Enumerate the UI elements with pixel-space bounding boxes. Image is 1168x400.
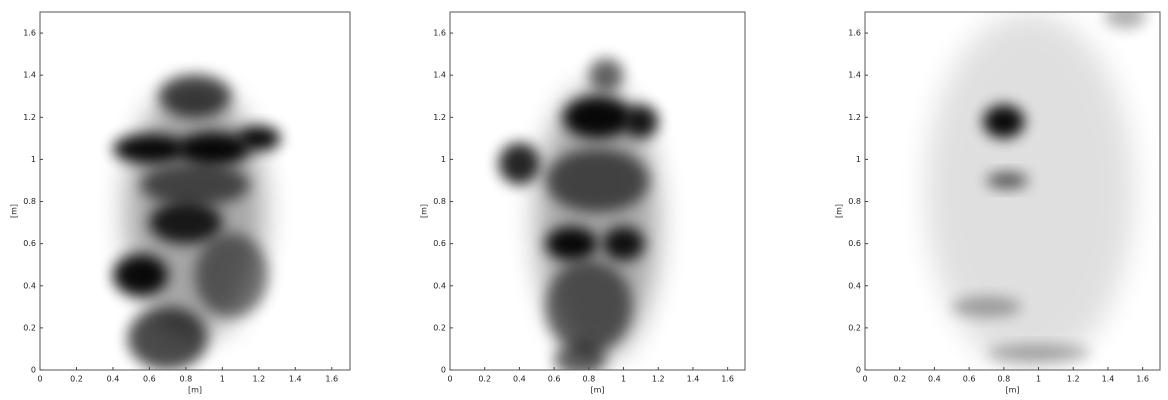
x-tick-label: 0.6: [963, 375, 976, 384]
y-tick-label: 1.2: [23, 113, 36, 122]
panel: 0 0.2 0.4 0.6 0.8 1 1.2 1.4 1.6 0 0.2 0.4 0.6 0.8 1 1.2…: [10, 0, 351, 394]
radar-image: [926, 4, 1146, 370]
y-tick-label: 1.2: [848, 113, 861, 122]
x-tick-label: 0: [37, 375, 42, 384]
y-tick-label: 0.8: [23, 197, 36, 206]
intensity-blob: [237, 126, 281, 151]
y-tick-label: 1.4: [23, 71, 36, 80]
intensity-blob: [128, 307, 208, 370]
y-axis-label: [m]: [835, 204, 844, 218]
panel: 0 0.2 0.4 0.6 0.8 1 1.2 1.4 1.6 0 0.2 0.4 0.6 0.8 1 1.2…: [835, 4, 1161, 395]
radar-image: [113, 0, 281, 370]
y-tick-label: 0.2: [23, 323, 36, 332]
y-tick-label: 0.6: [433, 239, 446, 248]
x-axis-label: [m]: [188, 386, 202, 395]
intensity-blob: [986, 345, 1090, 362]
y-axis-label: [m]: [10, 204, 19, 218]
intensity-blob: [624, 105, 659, 139]
x-tick-label: 0.8: [997, 375, 1010, 384]
y-tick-label: 1.6: [848, 29, 861, 38]
intensity-blob: [983, 105, 1025, 139]
intensity-blob: [159, 75, 232, 117]
x-tick-label: 0.4: [107, 375, 120, 384]
intensity-blob: [195, 233, 268, 317]
y-tick-label: 1: [856, 155, 861, 164]
y-axis-label: [m]: [420, 204, 429, 218]
intensity-blob: [113, 134, 186, 163]
y-tick-label: 1.2: [433, 113, 446, 122]
intensity-blob: [589, 58, 624, 92]
y-tick-label: 1: [441, 155, 446, 164]
intensity-blob: [986, 172, 1028, 189]
intensity-blob: [113, 254, 168, 296]
intensity-blob: [1104, 4, 1146, 29]
y-tick-label: 1.4: [433, 71, 446, 80]
x-tick-label: 1.4: [1102, 375, 1115, 384]
intensity-blob: [603, 227, 645, 261]
x-tick-label: 1.2: [252, 375, 265, 384]
intensity-blob: [140, 164, 249, 206]
radar-image: [499, 58, 659, 376]
intensity-blob: [952, 296, 1021, 317]
y-tick-label: 0.2: [433, 323, 446, 332]
x-tick-label: 0.2: [893, 375, 906, 384]
x-tick-label: 0.2: [478, 375, 491, 384]
x-tick-label: 0.4: [928, 375, 941, 384]
x-tick-label: 1.6: [721, 375, 734, 384]
x-tick-label: 0.8: [180, 375, 193, 384]
intensity-blob: [563, 96, 632, 138]
x-axis-label: [m]: [590, 386, 604, 395]
x-tick-label: 1.2: [1067, 375, 1080, 384]
x-tick-label: 1.6: [325, 375, 338, 384]
intensity-blob: [499, 143, 541, 185]
x-tick-label: 0.8: [582, 375, 595, 384]
y-tick-label: 0.8: [848, 197, 861, 206]
page: 0 0.2 0.4 0.6 0.8 1 1.2 1.4 1.6 0 0.2 0.4 0.6 0.8 1 1.2…: [0, 0, 1168, 400]
intensity-blob: [545, 260, 632, 353]
x-tick-label: 1.4: [687, 375, 700, 384]
y-tick-label: 0.8: [433, 197, 446, 206]
x-tick-label: 0: [447, 375, 452, 384]
x-tick-label: 0: [862, 375, 867, 384]
x-tick-label: 1: [621, 375, 626, 384]
y-tick-label: 0: [441, 366, 446, 375]
y-tick-label: 0.4: [23, 281, 36, 290]
x-tick-label: 1.2: [652, 375, 665, 384]
x-tick-label: 1.6: [1136, 375, 1149, 384]
x-tick-label: 0.6: [143, 375, 156, 384]
y-tick-label: 0.2: [848, 323, 861, 332]
y-tick-label: 0.4: [433, 281, 446, 290]
x-tick-label: 0.4: [513, 375, 526, 384]
y-tick-label: 0: [31, 366, 36, 375]
x-tick-label: 0.2: [70, 375, 83, 384]
figure: 0 0.2 0.4 0.6 0.8 1 1.2 1.4 1.6 0 0.2 0.4 0.6 0.8 1 1.2…: [0, 0, 1168, 400]
x-tick-label: 1: [220, 375, 225, 384]
y-tick-label: 0.6: [848, 239, 861, 248]
y-tick-label: 0: [856, 366, 861, 375]
y-tick-label: 0.6: [23, 239, 36, 248]
intensity-blob: [554, 343, 606, 377]
x-tick-label: 1: [1036, 375, 1041, 384]
x-tick-label: 1.4: [289, 375, 302, 384]
y-tick-label: 1: [31, 155, 36, 164]
panel: 0 0.2 0.4 0.6 0.8 1 1.2 1.4 1.6 0 0.2 0.4 0.6 0.8 1 1.2…: [420, 12, 746, 395]
y-tick-label: 1.4: [848, 71, 861, 80]
x-tick-label: 0.6: [548, 375, 561, 384]
y-tick-label: 1.6: [23, 29, 36, 38]
intensity-blob: [545, 149, 649, 212]
y-tick-label: 0.4: [848, 281, 861, 290]
intensity-blob: [926, 12, 1134, 370]
intensity-blob: [149, 202, 222, 244]
y-tick-label: 1.6: [433, 29, 446, 38]
intensity-blob: [545, 227, 597, 261]
x-axis-label: [m]: [1005, 386, 1019, 395]
